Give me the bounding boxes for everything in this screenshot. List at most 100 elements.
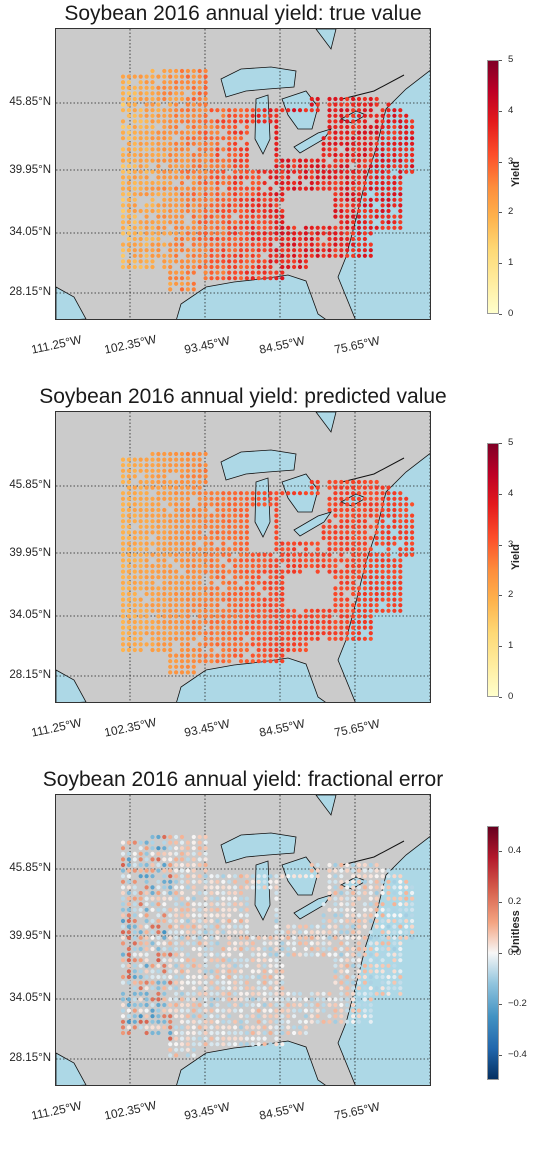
data-point <box>227 946 232 952</box>
data-point <box>138 491 143 496</box>
data-point <box>168 963 173 968</box>
data-point <box>321 253 326 258</box>
data-point <box>215 1030 220 1036</box>
data-point <box>221 164 226 169</box>
data-point <box>203 614 208 619</box>
data-point <box>362 963 367 968</box>
data-point <box>174 670 179 675</box>
lon-label: 84.55°W <box>258 1099 307 1123</box>
data-point <box>297 1002 303 1008</box>
data-point <box>380 958 385 963</box>
data-point <box>398 896 403 901</box>
data-point <box>179 248 185 253</box>
data-point <box>138 225 143 230</box>
data-point <box>303 1002 308 1008</box>
data-point <box>351 225 356 230</box>
data-point <box>197 119 202 124</box>
data-point <box>150 141 155 146</box>
data-point <box>174 451 179 457</box>
data-point <box>174 108 179 113</box>
data-point <box>162 186 167 191</box>
data-point <box>410 918 415 924</box>
data-point <box>203 974 208 980</box>
data-point <box>227 136 232 141</box>
data-point <box>386 896 391 901</box>
colorbar-tick-mark <box>499 595 502 597</box>
data-point <box>368 958 373 963</box>
data-point <box>297 614 303 619</box>
data-point <box>185 907 190 912</box>
data-point <box>191 180 196 186</box>
data-point <box>227 631 232 636</box>
data-point <box>150 85 155 90</box>
data-point <box>362 236 367 242</box>
data-point <box>138 186 143 191</box>
data-point <box>362 874 367 879</box>
data-point <box>244 242 249 247</box>
data-point <box>309 868 314 873</box>
data-point <box>150 1002 155 1008</box>
data-point <box>144 896 149 901</box>
data-point <box>362 597 367 602</box>
data-point <box>250 575 255 580</box>
data-point <box>262 225 267 230</box>
lon-label: 93.45°W <box>183 1099 232 1123</box>
data-point <box>274 524 279 529</box>
data-point <box>292 952 297 957</box>
colorbar-tick-mark <box>499 110 502 112</box>
data-point <box>250 119 255 124</box>
data-point <box>345 113 350 118</box>
data-point <box>215 591 220 597</box>
data-point <box>132 485 137 490</box>
data-point <box>386 913 391 918</box>
data-point <box>356 608 362 613</box>
data-point <box>268 879 273 884</box>
data-point <box>203 242 208 247</box>
data-point <box>309 941 314 946</box>
data-point <box>392 519 397 524</box>
data-point <box>333 225 338 230</box>
data-point <box>238 597 244 602</box>
data-point <box>150 896 155 901</box>
data-point <box>126 259 131 264</box>
data-point <box>303 1014 308 1019</box>
data-point <box>197 68 202 74</box>
data-point <box>168 248 173 253</box>
data-point <box>185 192 190 197</box>
data-point <box>345 479 350 485</box>
data-point <box>315 253 320 258</box>
data-point <box>339 569 344 574</box>
data-point <box>274 197 279 202</box>
data-point <box>280 874 285 879</box>
data-point <box>185 502 190 507</box>
data-point <box>174 242 179 247</box>
data-point <box>120 259 126 264</box>
data-point <box>345 225 350 230</box>
data-point <box>120 264 126 270</box>
data-point <box>398 591 403 597</box>
data-point <box>398 225 403 230</box>
data-point <box>168 1014 173 1019</box>
data-point <box>410 164 415 169</box>
data-point <box>345 619 350 625</box>
data-point <box>392 930 397 935</box>
data-point <box>156 834 161 840</box>
data-point <box>168 463 173 468</box>
data-point <box>351 1014 356 1019</box>
data-point <box>150 963 155 968</box>
data-point <box>150 986 155 991</box>
data-point <box>356 180 362 186</box>
data-point <box>309 541 314 546</box>
data-point <box>392 113 397 118</box>
data-point <box>250 636 255 641</box>
data-point <box>362 636 367 641</box>
data-point <box>368 986 373 991</box>
data-point <box>233 180 238 186</box>
data-point <box>321 169 326 174</box>
data-point <box>321 530 326 535</box>
data-point <box>368 231 373 236</box>
data-point <box>233 530 238 535</box>
data-point <box>327 631 332 636</box>
data-point <box>410 547 415 552</box>
data-point <box>333 524 338 529</box>
